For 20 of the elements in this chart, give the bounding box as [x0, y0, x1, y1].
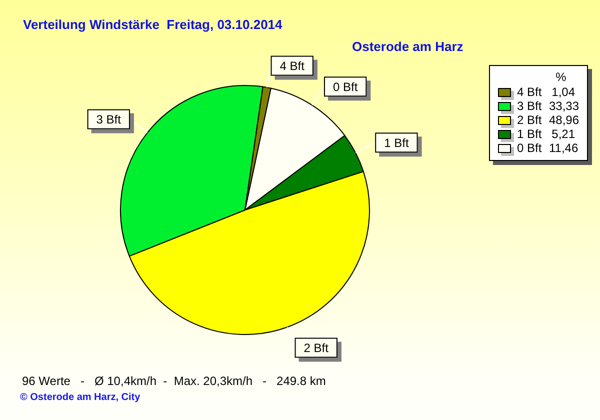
data-label: 1,04 — [550, 85, 575, 99]
legend-title: % — [554, 69, 568, 85]
slice-label: 2 Bft — [304, 341, 330, 356]
legend-label: 4 Bft — [517, 85, 543, 99]
legend-label: 1 Bft — [517, 127, 543, 141]
slice-label: 0 Bft — [332, 80, 358, 94]
legend-label: 0 Bft — [517, 141, 543, 155]
slice-label: 3 Bft — [96, 112, 122, 127]
data-label: 33,33 — [549, 99, 580, 113]
data-label: 11,46 — [549, 141, 578, 155]
data-label: 5,21 — [550, 127, 575, 141]
legend-label: 2 Bft — [517, 113, 543, 127]
text: 96 Werte - Ø 10,4km/h - Max. 20,3km/h - 249.8 km — [22, 374, 326, 388]
chart-title: Verteilung Windstärke Freitag, 03.10.2014 — [23, 17, 282, 32]
data-label: 48,96 — [549, 113, 580, 127]
text: © Osterode am Harz, City — [20, 392, 140, 403]
chart-subtitle: Osterode am Harz — [352, 39, 464, 54]
slice-label: 4 Bft — [280, 59, 306, 74]
legend-label: 3 Bft — [517, 99, 543, 113]
slice-label: 1 Bft — [384, 136, 410, 150]
